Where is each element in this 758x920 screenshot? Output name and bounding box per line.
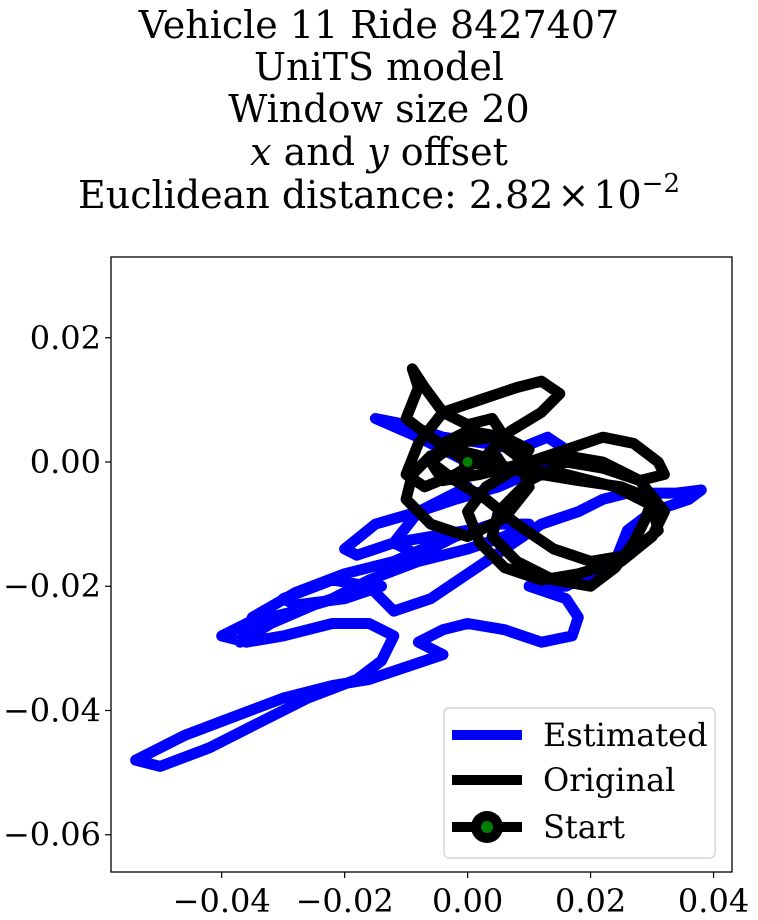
x-tick-label: 0.00 [432,882,503,920]
title-line-1: Vehicle 11 Ride 8427407 [138,3,620,47]
title-offset-x: x [250,130,272,174]
y-tick-label: −0.02 [3,567,101,605]
title-offset-y: y [367,130,389,174]
y-tick-label: 0.00 [30,443,101,481]
title-line-5: Euclidean distance: 2.82 × 10−2 [0,171,758,217]
title-distance-times: × [557,173,590,217]
x-tick-label: −0.04 [173,882,271,920]
series-original-line [400,363,670,592]
legend-original-label: Original [543,761,675,799]
title-distance-prefix: Euclidean distance: 2.82 [78,173,554,217]
plot-frame [110,256,733,873]
x-tick-label: −0.02 [296,882,394,920]
legend-start-marker-inner [481,821,493,833]
title-line-3: Window size 20 [228,87,530,131]
y-tick-label: −0.06 [3,816,101,854]
title-line-2: UniTS model [254,45,504,89]
y-tick-label: 0.02 [30,319,101,357]
legend: Estimated Original Start [443,707,716,859]
title-distance-base: 10 [593,173,642,217]
title-line-4: x and y offset [0,133,758,171]
legend-start-label: Start [543,808,625,846]
x-tick-label: 0.02 [555,882,626,920]
title-offset-and: and [271,130,368,174]
legend-box [443,707,716,859]
title-offset-suffix: offset [388,130,508,174]
start-marker [462,457,473,467]
series-layer [130,363,707,772]
title-distance-exp: −2 [641,169,680,199]
x-tick-label: 0.04 [678,882,749,920]
axis-layer: −0.04 −0.02 0.00 0.02 0.04 0.02 0.00 −0.02 −0.04… [3,319,749,920]
y-tick-label: −0.04 [3,691,101,729]
legend-estimated-label: Estimated [543,716,708,754]
